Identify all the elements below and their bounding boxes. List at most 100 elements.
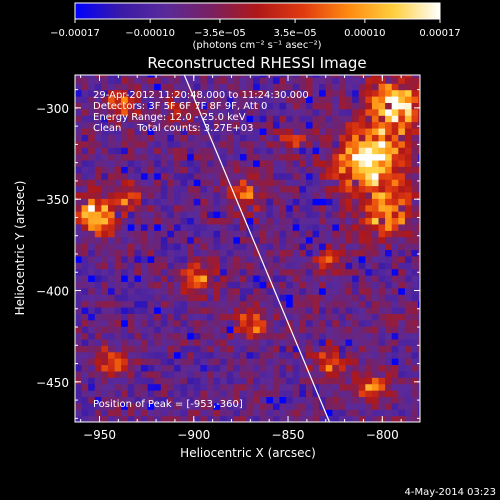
heatmap-cell	[391, 204, 399, 212]
heatmap-cell	[134, 223, 142, 231]
heatmap-cell	[88, 243, 96, 251]
heatmap-cell	[193, 115, 201, 123]
heatmap-cell	[279, 358, 287, 366]
heatmap-cell	[173, 313, 182, 321]
heatmap-cell	[266, 364, 274, 372]
heatmap-cell	[338, 364, 347, 372]
heatmap-cell	[404, 121, 413, 129]
heatmap-cell	[418, 76, 420, 84]
heatmap-cell	[180, 230, 188, 238]
heatmap-cell	[88, 191, 96, 199]
heatmap-cell	[114, 294, 122, 302]
heatmap-cell	[226, 102, 234, 110]
heatmap-cell	[253, 75, 261, 78]
heatmap-cell	[391, 294, 399, 302]
heatmap-cell	[220, 96, 228, 103]
heatmap-cell	[378, 217, 386, 225]
heatmap-cell	[246, 249, 254, 257]
heatmap-cell	[88, 306, 96, 314]
heatmap-cell	[365, 230, 373, 238]
heatmap-cell	[371, 134, 380, 142]
heatmap-cell	[81, 287, 89, 295]
heatmap-cell	[121, 159, 129, 167]
heatmap-cell	[154, 83, 162, 91]
heatmap-cell	[305, 364, 314, 372]
heatmap-cell	[279, 96, 287, 103]
heatmap-cell	[134, 127, 142, 135]
heatmap-cell	[94, 108, 102, 116]
heatmap-cell	[107, 262, 116, 270]
heatmap-cell	[305, 83, 314, 91]
heatmap-cell	[352, 370, 360, 378]
heatmap-cell	[338, 268, 347, 276]
heatmap-cell	[239, 159, 248, 167]
heatmap-cell	[398, 179, 406, 187]
heatmap-cell	[101, 102, 109, 110]
heatmap-cell	[378, 287, 386, 295]
heatmap-cell	[193, 140, 201, 148]
heatmap-cell	[332, 402, 340, 410]
heatmap-cell	[385, 390, 393, 398]
heatmap-cell	[312, 390, 320, 398]
heatmap-cell	[292, 75, 300, 78]
heatmap-cell	[233, 300, 241, 308]
heatmap-cell	[378, 223, 386, 231]
heatmap-cell	[259, 409, 267, 417]
heatmap-cell	[173, 306, 182, 314]
heatmap-cell	[365, 287, 373, 295]
heatmap-cell	[404, 306, 413, 314]
heatmap-cell	[279, 351, 287, 359]
heatmap-cell	[332, 377, 340, 385]
heatmap-cell	[88, 179, 96, 187]
heatmap-cell	[365, 217, 373, 225]
heatmap-cell	[266, 390, 274, 398]
heatmap-cell	[101, 402, 109, 410]
heatmap-cell	[266, 358, 274, 366]
heatmap-cell	[167, 89, 175, 97]
heatmap-cell	[404, 243, 413, 251]
heatmap-cell	[213, 326, 221, 334]
heatmap-cell	[259, 364, 267, 372]
heatmap-cell	[358, 358, 366, 366]
heatmap-cell	[140, 217, 149, 225]
heatmap-cell	[246, 409, 254, 417]
heatmap-cell	[411, 223, 419, 231]
heatmap-cell	[187, 134, 195, 142]
heatmap-cell	[332, 159, 340, 167]
heatmap-cell	[312, 108, 320, 116]
heatmap-cell	[398, 121, 406, 129]
heatmap-cell	[312, 75, 320, 78]
heatmap-cell	[127, 185, 135, 193]
heatmap-cell	[75, 179, 83, 187]
heatmap-cell	[226, 249, 234, 257]
heatmap-cell	[312, 332, 320, 340]
heatmap-cell	[325, 134, 333, 142]
heatmap-cell	[81, 415, 89, 422]
heatmap-cell	[75, 358, 83, 366]
heatmap-cell	[332, 409, 340, 417]
heatmap-cell	[94, 332, 102, 340]
heatmap-cell	[404, 319, 413, 327]
heatmap-cell	[338, 179, 347, 187]
heatmap-cell	[147, 345, 155, 353]
heatmap-cell	[114, 179, 122, 187]
heatmap-cell	[411, 249, 419, 257]
heatmap-cell	[200, 121, 208, 129]
heatmap-cell	[319, 127, 327, 135]
heatmap-cell	[286, 108, 294, 116]
heatmap-cell	[404, 217, 413, 225]
heatmap-cell	[312, 345, 320, 353]
heatmap-cell	[180, 223, 188, 231]
heatmap-cell	[259, 390, 267, 398]
heatmap-cell	[206, 108, 215, 116]
heatmap-cell	[226, 255, 234, 263]
heatmap-cell	[312, 287, 320, 295]
heatmap-cell	[114, 396, 122, 404]
heatmap-cell	[226, 115, 234, 123]
heatmap-cell	[391, 306, 399, 314]
heatmap-cell	[134, 75, 142, 78]
heatmap-cell	[81, 294, 89, 302]
heatmap-cell	[206, 409, 215, 417]
heatmap-cell	[193, 409, 201, 417]
heatmap-cell	[259, 166, 267, 174]
